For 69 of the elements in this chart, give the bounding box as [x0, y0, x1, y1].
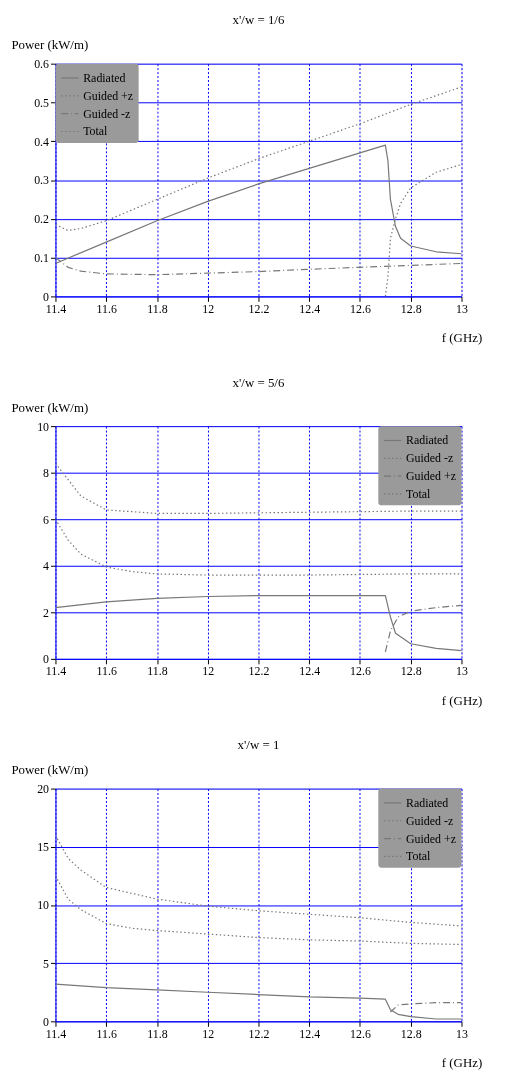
y-tick-label: 2: [43, 605, 50, 620]
x-tick-label: 12.2: [248, 301, 270, 316]
x-tick-label: 13: [456, 664, 468, 679]
x-tick-label: 12.4: [299, 301, 321, 316]
y-tick-label: 0: [43, 289, 50, 304]
line-series: [55, 86, 462, 232]
x-tick-label: 11.8: [147, 1026, 168, 1041]
legend-label: Radiated: [83, 70, 126, 85]
x-tick-label: 12.8: [400, 301, 422, 316]
y-axis-title: Power (kW/m): [11, 38, 89, 53]
y-tick-label: 0: [43, 1014, 50, 1029]
legend-label: Radiated: [406, 433, 449, 448]
x-tick-label: 12.2: [248, 1026, 270, 1041]
x-tick-label: 12.6: [350, 1026, 371, 1041]
x-tick-label: 12.4: [299, 664, 321, 679]
x-tick-label: 11.6: [96, 1026, 117, 1041]
legend-label: Guided +z: [406, 831, 456, 846]
x-tick-label: 12.6: [350, 664, 371, 679]
x-tick-label: 13: [456, 1026, 468, 1041]
legend-label: Guided -z: [406, 813, 454, 828]
chart-title: x'/w = 1/6: [232, 13, 285, 28]
x-tick-label: 11.6: [96, 301, 117, 316]
x-tick-label: 11.4: [45, 1026, 67, 1041]
legend-label: Total: [83, 124, 109, 139]
x-tick-label: 12.2: [248, 664, 270, 679]
x-tick-label: 12.4: [299, 1026, 321, 1041]
y-tick-label: 0.6: [34, 57, 50, 72]
x-tick-label: 13: [456, 301, 468, 316]
y-tick-label: 0: [43, 652, 50, 667]
legend-label: Guided +z: [406, 469, 456, 484]
y-axis-title: Power (kW/m): [11, 763, 89, 778]
legend-label: Guided +z: [83, 88, 134, 103]
legend-label: Radiated: [406, 795, 449, 810]
x-tick-label: 11.4: [45, 664, 67, 679]
line-series: [55, 594, 462, 652]
y-tick-label: 6: [43, 512, 50, 527]
x-tick-label: 11.8: [147, 664, 168, 679]
x-tick-label: 12: [202, 664, 215, 679]
y-tick-label: 20: [37, 782, 50, 797]
x-tick-label: 12: [202, 301, 215, 316]
y-tick-label: 15: [37, 840, 50, 855]
legend-label: Total: [406, 849, 431, 864]
x-axis-title: f (GHz): [441, 693, 483, 708]
y-tick-label: 8: [43, 466, 50, 481]
x-tick-label: 11.6: [96, 664, 117, 679]
x-axis-title: f (GHz): [441, 331, 483, 346]
y-tick-label: 5: [43, 956, 50, 971]
x-tick-label: 12: [202, 1026, 215, 1041]
y-tick-label: 10: [37, 419, 50, 434]
chart-title: x'/w = 5/6: [232, 375, 285, 390]
y-tick-label: 0.2: [34, 212, 50, 227]
x-tick-label: 11.4: [45, 301, 67, 316]
y-tick-label: 0.3: [34, 173, 50, 188]
x-tick-label: 12.8: [400, 1026, 422, 1041]
legend-label: Guided -z: [83, 106, 131, 121]
x-axis-title: f (GHz): [441, 1056, 483, 1071]
y-tick-label: 10: [37, 898, 50, 913]
line-series: [55, 875, 462, 946]
chart-title: x'/w = 1: [237, 737, 280, 752]
y-tick-label: 0.5: [34, 95, 50, 110]
x-tick-label: 12.6: [350, 301, 371, 316]
legend-label: Guided -z: [406, 451, 454, 466]
y-tick-label: 0.4: [34, 134, 50, 149]
legend-label: Total: [406, 486, 431, 501]
x-tick-label: 11.8: [147, 301, 168, 316]
y-axis-title: Power (kW/m): [11, 400, 89, 415]
y-tick-label: 4: [43, 559, 50, 574]
y-tick-label: 0.1: [34, 251, 50, 266]
x-tick-label: 12.8: [400, 664, 422, 679]
